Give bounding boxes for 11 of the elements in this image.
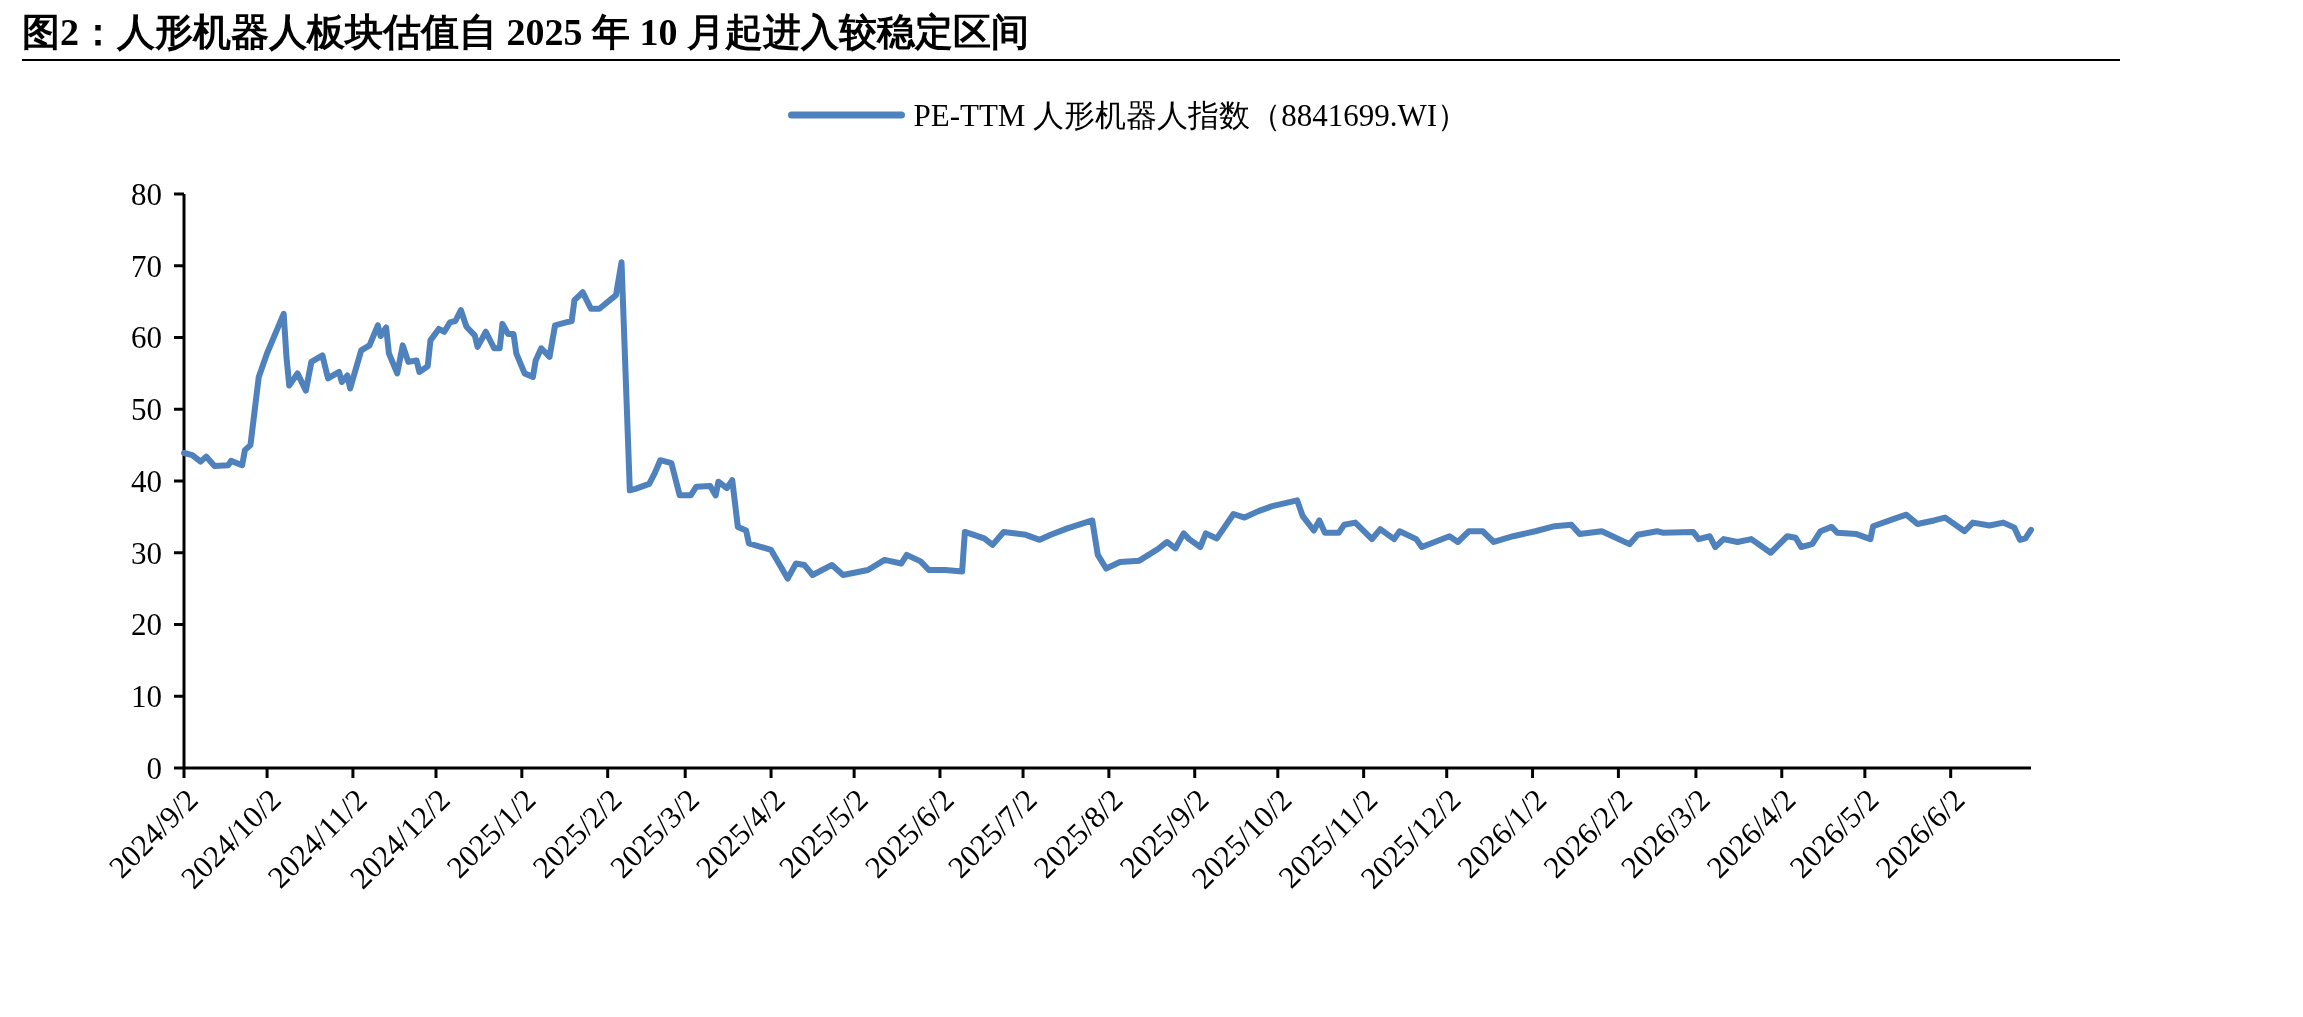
y-tick-label: 60 <box>131 320 162 356</box>
y-tick-label: 80 <box>131 176 162 212</box>
y-tick-label: 20 <box>131 607 162 643</box>
y-tick-label: 30 <box>131 535 162 571</box>
y-tick-label: 40 <box>131 463 162 499</box>
y-tick-label: 50 <box>131 392 162 428</box>
y-tick-label: 70 <box>131 248 162 284</box>
y-tick-label: 10 <box>131 679 162 715</box>
chart-title: 图2：人形机器人板块估值自 2025 年 10 月起进入较稳定区间 <box>22 11 1029 53</box>
y-tick-label: 0 <box>146 750 162 786</box>
legend-label: PE-TTM 人形机器人指数（8841699.WI） <box>913 97 1469 133</box>
